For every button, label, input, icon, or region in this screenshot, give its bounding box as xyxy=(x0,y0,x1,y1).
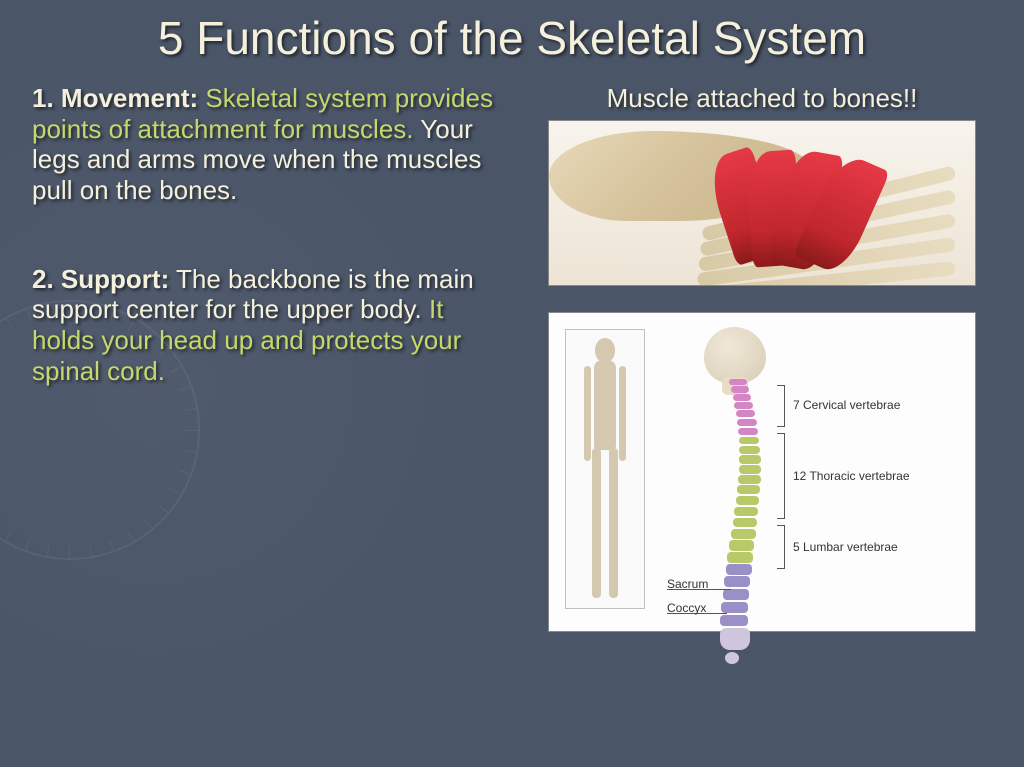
left-column: 1. Movement: Skeletal system provides po… xyxy=(30,83,510,632)
slide-container: 5 Functions of the Skeletal System 1. Mo… xyxy=(0,0,1024,767)
cervical-label: 7 Cervical vertebrae xyxy=(793,398,900,412)
lumbar-label: 5 Lumbar vertebrae xyxy=(793,540,898,554)
right-column: Muscle attached to bones!! xyxy=(530,83,994,632)
body-silhouette-box xyxy=(565,329,645,609)
point-2-label: Support: xyxy=(61,264,169,294)
point-1-number: 1. xyxy=(32,83,54,113)
thoracic-label: 12 Thoracic vertebrae xyxy=(793,469,910,483)
slide-title: 5 Functions of the Skeletal System xyxy=(30,12,994,65)
spine-diagram-image: 7 Cervical vertebrae 12 Thoracic vertebr… xyxy=(548,312,976,632)
coccyx-label: Coccyx xyxy=(667,601,706,615)
skull-icon xyxy=(704,327,766,383)
muscle xyxy=(719,151,889,271)
point-2: 2. Support: The backbone is the main sup… xyxy=(30,264,510,387)
image-caption: Muscle attached to bones!! xyxy=(607,83,918,114)
vertebral-column xyxy=(721,379,761,619)
point-2-text: 2. Support: The backbone is the main sup… xyxy=(32,264,510,387)
point-1: 1. Movement: Skeletal system provides po… xyxy=(30,83,510,206)
shoulder-muscle-image xyxy=(548,120,976,286)
point-1-text: 1. Movement: Skeletal system provides po… xyxy=(32,83,510,206)
content-columns: 1. Movement: Skeletal system provides po… xyxy=(30,83,994,632)
point-2-number: 2. xyxy=(32,264,54,294)
sacrum-label: Sacrum xyxy=(667,577,708,591)
point-1-label: Movement: xyxy=(61,83,198,113)
